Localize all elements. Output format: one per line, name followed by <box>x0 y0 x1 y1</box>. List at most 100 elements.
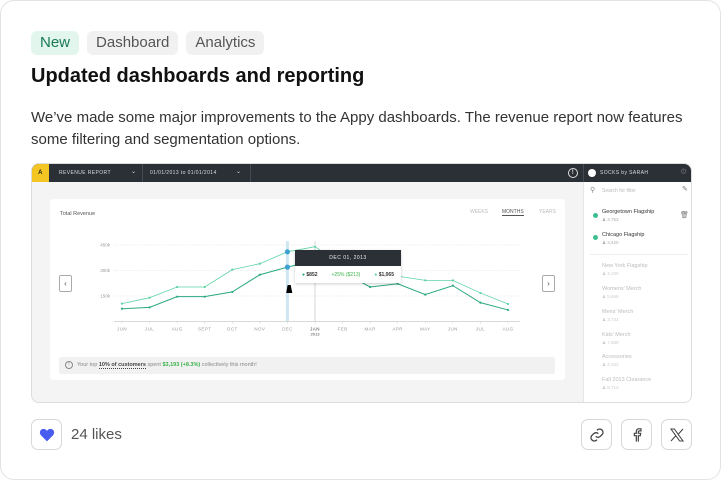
post-title: Updated dashboards and reporting <box>31 65 365 87</box>
divider <box>250 164 251 182</box>
data-point <box>424 293 427 296</box>
report-select[interactable]: REVENUE REPORT <box>59 170 111 176</box>
filter-item[interactable]: Fall 2013 Clearance ♟ 8,713 <box>602 377 652 390</box>
data-point <box>148 306 151 309</box>
data-point <box>120 302 124 305</box>
data-point <box>258 262 261 265</box>
chart-prev-button[interactable]: ‹ <box>59 275 72 292</box>
data-point <box>506 302 510 306</box>
data-point <box>479 291 482 295</box>
x-tick-label: MAY <box>420 327 431 332</box>
alert-icon[interactable]: ! <box>568 168 578 178</box>
x-tick-label: AUG <box>172 327 183 332</box>
chart-title: Total Revenue <box>60 211 96 217</box>
range-months[interactable]: MONTHS <box>502 209 524 216</box>
data-point <box>203 285 206 289</box>
tooltip-value-a: ● $852 <box>301 271 318 278</box>
filter-item[interactable]: Womens' Merch ♟ 5,666 <box>602 286 642 299</box>
insight-bar: ! Your top 10% of customers spent $3,193… <box>59 357 555 374</box>
x-icon <box>669 427 684 442</box>
x-tick-label: JAN <box>310 327 320 332</box>
filter-item[interactable]: New York Flagship ♟ 4,100 <box>602 263 648 276</box>
filter-item[interactable]: Mens' Merch ♟ 3,733 <box>602 309 634 322</box>
data-point <box>313 245 317 248</box>
data-point <box>424 279 427 282</box>
data-point <box>284 249 291 255</box>
chart-tooltip: DEC 01, 2013 ● $852 +25% ($213) ● $1,065 <box>295 250 401 283</box>
data-point <box>148 296 151 299</box>
gear-icon[interactable]: ⚙ <box>680 167 688 176</box>
data-point <box>451 284 454 287</box>
tag-new[interactable]: New <box>31 31 80 55</box>
tag-dashboard[interactable]: Dashboard <box>87 31 179 55</box>
share-x-button[interactable] <box>661 419 692 450</box>
revenue-card: Total Revenue WEEKS MONTHS YEARS <box>50 199 565 380</box>
data-point <box>203 295 206 298</box>
info-icon: ! <box>65 361 73 369</box>
x-tick-label: APR <box>392 327 403 332</box>
tooltip-date: DEC 01, 2013 <box>295 250 401 266</box>
x-tick-label: JUN <box>448 327 458 332</box>
x-tick-label: OCT <box>227 327 238 332</box>
x-tick-label: JUL <box>476 327 485 332</box>
x-tick-label: MAR <box>365 327 377 332</box>
account-name[interactable]: SOCKS by SARAH <box>600 170 649 176</box>
facebook-icon <box>633 427 642 442</box>
data-point <box>231 268 234 271</box>
x-tick-label: FEB <box>338 327 348 332</box>
like-count: 24 likes <box>71 426 122 443</box>
data-point <box>120 307 124 310</box>
data-point <box>176 295 179 298</box>
filter-item[interactable]: Georgetown Flagship ♟ 3,753 <box>602 209 655 222</box>
data-point <box>506 308 510 312</box>
search-icon: ⚲ <box>590 187 596 194</box>
x-year-label: 2013 <box>311 332 321 337</box>
tag-list: New Dashboard Analytics <box>31 31 265 55</box>
share-facebook-button[interactable] <box>621 419 652 450</box>
tooltip-value-b: ● $1,065 <box>374 271 394 278</box>
app-topbar: A REVENUE REPORT ⌄ 01/01/2013 to 01/01/2… <box>32 164 691 182</box>
trash-icon[interactable]: 🗑 <box>680 212 689 219</box>
chevron-down-icon: ⌄ <box>131 169 137 175</box>
chevron-down-icon: ⌄ <box>236 169 242 175</box>
like-button[interactable] <box>31 419 62 450</box>
insight-link[interactable]: 10% of customers <box>98 362 146 369</box>
copy-link-button[interactable] <box>581 419 612 450</box>
y-tick-label: 150k <box>100 294 111 299</box>
tag-analytics[interactable]: Analytics <box>186 31 265 55</box>
status-dot <box>593 235 598 240</box>
app-logo: A <box>32 164 49 182</box>
link-icon <box>589 427 604 442</box>
heart-icon <box>39 428 54 441</box>
tooltip-change: +25% ($213) <box>331 271 361 278</box>
date-range-select[interactable]: 01/01/2013 to 01/01/2014 <box>150 170 217 176</box>
x-tick-label: DEC <box>282 327 293 332</box>
data-point <box>479 301 482 304</box>
x-tick-label: SEPT <box>198 327 211 332</box>
account-avatar <box>588 169 596 177</box>
data-point <box>284 264 291 270</box>
data-point <box>369 285 372 289</box>
y-tick-label: 450k <box>100 243 111 248</box>
filter-search-input[interactable]: Search for filter <box>602 188 636 194</box>
range-weeks[interactable]: WEEKS <box>470 209 489 215</box>
x-tick-label: JUN <box>117 327 127 332</box>
range-years[interactable]: YEARS <box>539 209 556 215</box>
status-dot <box>593 213 598 218</box>
filter-item[interactable]: Accessories ♟ 2,163 <box>602 354 632 367</box>
divider <box>583 164 584 182</box>
filter-sidebar: ⚲ Search for filter ✎ Georgetown Flagshi… <box>583 182 691 402</box>
chart-next-button[interactable]: › <box>542 275 555 292</box>
post-description: We’ve made some major improvements to th… <box>31 109 683 148</box>
x-tick-label: JUL <box>145 327 154 332</box>
filter-item[interactable]: Kids' Merch ♟ 7,589 <box>602 332 631 345</box>
data-point <box>451 279 454 282</box>
data-point <box>258 273 261 276</box>
highlight-band <box>285 241 289 322</box>
y-tick-label: 300k <box>100 268 111 273</box>
x-tick-label: AUG <box>503 327 514 332</box>
data-point <box>396 282 399 285</box>
filter-item[interactable]: Chicago Flagship ♟ 3,420 <box>602 232 645 245</box>
pencil-icon[interactable]: ✎ <box>682 186 688 193</box>
